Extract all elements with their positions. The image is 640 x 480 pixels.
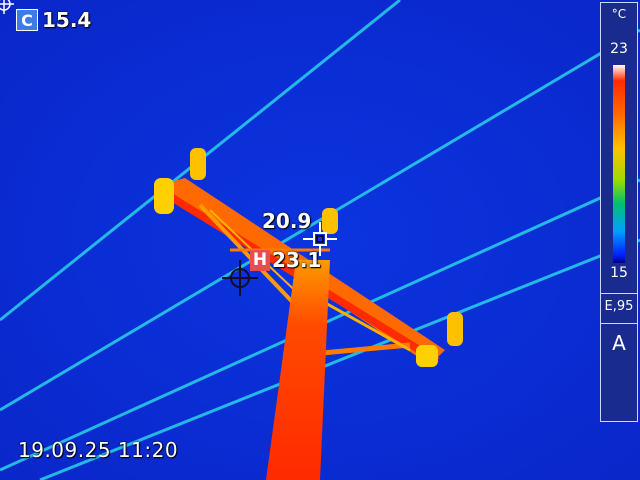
- spot-crosshair-icon: [303, 222, 337, 256]
- scale-min-value: 15: [610, 265, 628, 281]
- scale-unit: °C: [611, 7, 627, 21]
- center-temperature-readout: C 15.4: [16, 8, 91, 32]
- scale-divider: [601, 293, 637, 294]
- crosshair-icon: [0, 0, 14, 14]
- temperature-scale-panel: °C 23 15 E,95 A: [600, 2, 638, 422]
- capture-timestamp: 19.09.25 11:20: [18, 438, 179, 462]
- scale-divider: [601, 323, 637, 324]
- hot-spot-temperature-value: 23.1: [272, 248, 322, 272]
- emissivity-value: E,95: [604, 299, 634, 314]
- tower-pole: [266, 260, 330, 480]
- scale-max-value: 23: [610, 41, 628, 57]
- center-badge: C: [16, 9, 38, 31]
- color-palette-bar: [613, 65, 625, 263]
- insulators: [154, 148, 463, 367]
- range-mode-indicator: A: [612, 331, 626, 355]
- hot-spot-temperature-readout: H 23.1: [250, 248, 321, 272]
- center-temperature-value: 15.4: [42, 8, 92, 32]
- spot-temperature-readout: 20.9: [262, 209, 312, 233]
- hot-spot-badge: H: [250, 249, 270, 271]
- cold-spot-crosshair-icon: [222, 260, 258, 296]
